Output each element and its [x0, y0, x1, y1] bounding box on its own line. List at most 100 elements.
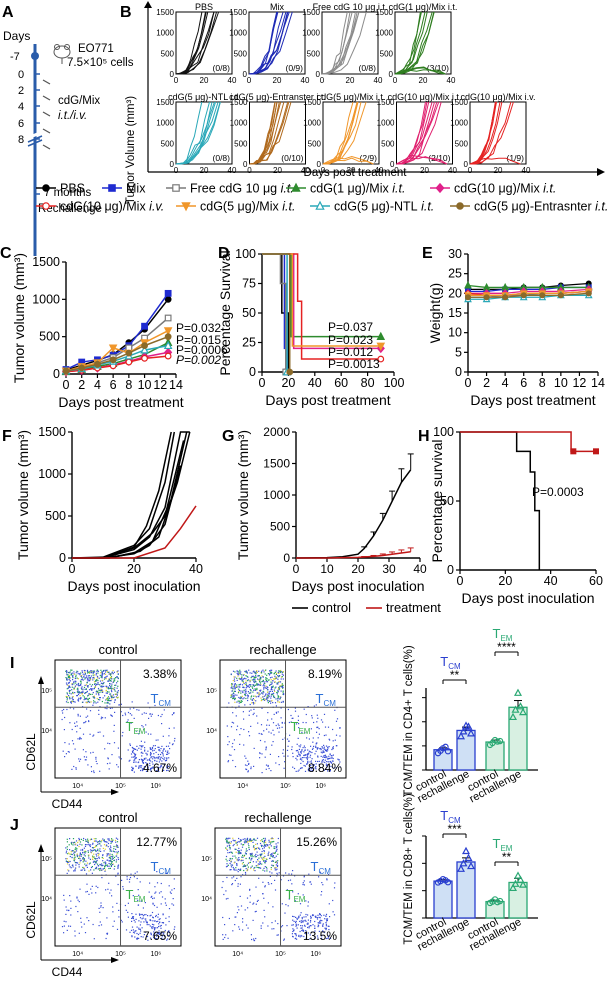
flow-event [66, 838, 68, 840]
flow-event [158, 746, 160, 748]
flow-event [70, 914, 72, 916]
flow-event [267, 925, 269, 927]
sample-point [444, 878, 452, 886]
flow-event [292, 936, 294, 938]
flow-event [231, 858, 233, 860]
flow-event [129, 713, 131, 715]
flow-event [259, 863, 261, 865]
tem-label-main: T [286, 887, 294, 902]
flow-event [271, 688, 273, 691]
flow-event [91, 849, 93, 851]
flow-event [89, 677, 91, 679]
flow-event [163, 748, 165, 750]
flow-event [157, 758, 159, 760]
flow-event [264, 756, 266, 758]
flow-event [276, 692, 278, 694]
flow-event [322, 721, 324, 723]
flow-event [79, 738, 81, 740]
flow-event [90, 851, 92, 853]
flow-event [131, 936, 133, 938]
flow-event [102, 670, 105, 672]
sample-point [456, 731, 466, 740]
flow-event [109, 857, 111, 859]
flow-event [240, 860, 242, 862]
flow-event [152, 756, 154, 758]
flow-event [110, 680, 112, 682]
flow-event [244, 838, 246, 840]
flow-event [103, 682, 105, 684]
flow-event [87, 686, 89, 688]
flow-event [146, 763, 148, 765]
flow-event [226, 863, 228, 865]
flow-event [133, 761, 135, 763]
flow-event [325, 922, 327, 924]
flow-event [303, 920, 305, 922]
flow-event [68, 861, 70, 863]
flow-event [266, 700, 269, 702]
flow-event [328, 755, 330, 757]
flow-event [158, 757, 160, 759]
flow-event [140, 758, 142, 760]
flow-event [244, 764, 247, 766]
flow-plot-frame [54, 659, 182, 779]
flow-event [256, 843, 258, 845]
flow-event [271, 686, 273, 688]
legend-label: Free cdG 10 μg i.t. [190, 182, 294, 196]
flow-event [93, 674, 96, 676]
flow-event [88, 680, 90, 682]
flow-event [98, 850, 100, 852]
flow-event [245, 757, 247, 759]
curve-end-marker [377, 355, 385, 363]
flow-event [303, 935, 305, 938]
flow-event [138, 928, 140, 930]
flow-event [312, 741, 314, 743]
flow-event [111, 678, 113, 680]
p-value-annotation: P=0.012 [328, 345, 373, 359]
flow-event [73, 671, 75, 673]
flow-event [115, 837, 117, 839]
flow-event [103, 678, 106, 680]
flow-event [161, 922, 163, 924]
flow-event [111, 691, 113, 693]
flow-event [71, 669, 73, 671]
flow-event [323, 756, 326, 758]
flow-event [301, 731, 303, 734]
y-tick-label: 75 [242, 277, 256, 291]
flow-event [272, 838, 274, 840]
flow-event [71, 696, 74, 698]
flow-event [293, 930, 295, 932]
flow-event [155, 938, 157, 940]
flow-event [263, 687, 265, 689]
x-tick-label: 10 [554, 376, 568, 390]
flow-event [133, 771, 135, 773]
flow-event [111, 754, 113, 756]
flow-event [268, 883, 270, 885]
flow-event [117, 838, 119, 840]
flow-event [77, 678, 79, 680]
flow-event [86, 844, 88, 846]
flow-event [105, 685, 107, 687]
flow-event [88, 720, 90, 722]
flow-event [117, 766, 119, 768]
flow-event [275, 672, 278, 674]
flow-event [323, 769, 325, 771]
flow-event [66, 677, 68, 680]
flow-event [167, 769, 169, 771]
flow-event [237, 692, 240, 694]
flow-event [66, 670, 68, 672]
flow-event [334, 739, 336, 741]
flow-event [170, 892, 172, 894]
legend-label-route: i.t. [418, 200, 435, 214]
flow-event [274, 869, 276, 871]
flow-event [93, 671, 95, 673]
flow-event [317, 756, 319, 758]
flow-event [314, 767, 316, 769]
x-tick-label: 10⁵ [280, 783, 291, 790]
flow-event [303, 880, 305, 882]
flow-event [104, 669, 106, 672]
flow-event [89, 671, 91, 673]
y-tick-label: 10⁵ [41, 856, 52, 863]
flow-event [76, 677, 78, 679]
flow-event [113, 696, 115, 698]
